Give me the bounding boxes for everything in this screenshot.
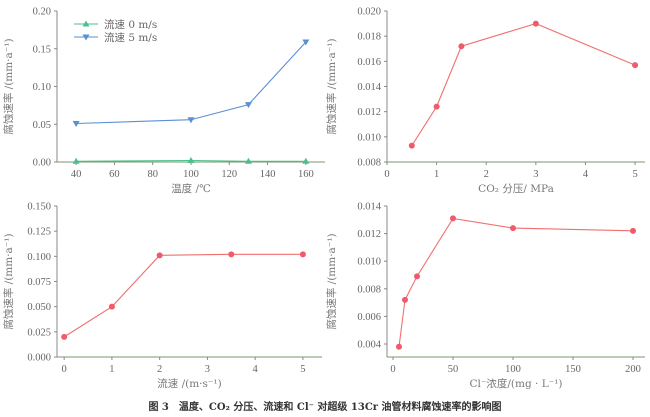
data-point <box>72 120 80 127</box>
y-tick-label: 0.150 <box>27 202 51 213</box>
x-tick-label: 0 <box>62 364 67 375</box>
x-tick-label: 5 <box>632 169 637 180</box>
chart-panel-2: 0.008 0.010 0.012 0.014 0.016 0.018 0.020 0 1 2 3 4… <box>325 7 645 195</box>
data-point <box>632 62 639 69</box>
data-point <box>244 102 252 109</box>
y-tick-label: 0.012 <box>357 107 381 118</box>
legend-item: 流速 5 m/s <box>74 31 157 44</box>
y-tick-label: 0.050 <box>27 302 51 313</box>
legend-label: 流速 5 m/s <box>104 31 157 44</box>
x-tick-label: 0 <box>390 364 395 375</box>
x-tick-label: 50 <box>448 364 459 375</box>
y-tick-label: 0.075 <box>27 277 51 288</box>
y-tick-label: 0.008 <box>357 158 381 169</box>
x-tick-label: 100 <box>505 364 521 375</box>
y-tick-label: 0.010 <box>357 257 381 268</box>
chart-panel-4: 0.004 0.006 0.008 0.010 0.012 0.014 0 50 100 150 2… <box>325 202 645 390</box>
legend-marker <box>82 34 90 41</box>
legend-marker <box>82 20 90 27</box>
series-line <box>76 159 306 162</box>
y-tick-label: 0.008 <box>357 284 381 295</box>
data-point <box>396 343 402 350</box>
y-tick-label: 0.125 <box>27 227 51 238</box>
x-tick-label: 150 <box>565 364 581 375</box>
x-tick-label: 120 <box>221 169 237 180</box>
x-tick-label: 200 <box>625 364 641 375</box>
data-point <box>402 296 408 303</box>
data-point <box>299 251 306 258</box>
data-point <box>532 20 539 27</box>
x-tick-label: 80 <box>147 169 158 180</box>
y-tick-label: 0.15 <box>33 44 51 55</box>
chart-panel-3: 0.000 0.025 0.050 0.075 0.100 0.125 0.150 0 1 2 3 4… <box>2 202 322 390</box>
data-point <box>510 225 516 232</box>
x-tick-label: 3 <box>533 169 538 180</box>
data-point <box>302 157 310 164</box>
y-tick-label: 0.006 <box>357 312 381 323</box>
figure-caption: 图 3 温度、CO₂ 分压、流速和 Cl⁻ 对超级 13Cr 油管材料腐蚀速率的… <box>148 400 501 413</box>
data-point <box>187 117 195 124</box>
data-point <box>630 227 636 234</box>
y-tick-label: 0.05 <box>33 120 51 131</box>
x-tick-label: 160 <box>298 169 314 180</box>
data-point <box>408 142 415 149</box>
x-axis-label: 温度 /℃ <box>171 182 211 195</box>
data-point <box>458 43 465 50</box>
y-tick-label: 0.025 <box>27 327 51 338</box>
y-tick-label: 0.020 <box>357 7 381 18</box>
y-tick-label: 0.012 <box>357 229 381 240</box>
data-point <box>187 156 195 163</box>
y-axis-label: 腐蚀速率 /(mm·a⁻¹) <box>325 38 338 134</box>
y-tick-label: 0.004 <box>357 340 381 351</box>
y-tick-label: 0.010 <box>357 132 381 143</box>
y-tick-label: 0.10 <box>33 82 51 93</box>
x-tick-label: 3 <box>205 364 210 375</box>
x-axis-label: CO₂ 分压/ MPa <box>478 183 554 195</box>
x-tick-label: 1 <box>434 169 439 180</box>
series-line <box>76 41 307 125</box>
y-tick-label: 0.000 <box>27 353 51 364</box>
data-point <box>450 215 456 222</box>
chart-panel-1: 0.00 0.05 0.10 0.15 0.20 40 60 80 100 120 140 160 温度… <box>2 7 325 195</box>
legend-label: 流速 0 m/s <box>104 18 157 31</box>
x-tick-label: 4 <box>583 169 589 180</box>
series-line <box>63 253 303 338</box>
data-point <box>433 103 440 110</box>
x-tick-label: 4 <box>253 364 259 375</box>
data-point <box>414 273 420 280</box>
data-point <box>244 157 252 164</box>
y-tick-label: 0.018 <box>357 32 381 43</box>
x-tick-label: 100 <box>183 169 199 180</box>
y-tick-label: 0.100 <box>27 252 51 263</box>
y-tick-label: 0.00 <box>33 158 51 169</box>
x-tick-label: 2 <box>484 169 489 180</box>
x-axis-label: Cl⁻浓度/(mg · L⁻¹) <box>469 377 562 390</box>
x-tick-label: 0 <box>384 169 389 180</box>
y-axis-label: 腐蚀速率 /(mm·a⁻¹) <box>325 233 338 329</box>
y-tick-label: 0.014 <box>357 202 381 213</box>
x-tick-label: 2 <box>157 364 162 375</box>
x-axis-label: 流速 /(m·s⁻¹) <box>157 377 222 390</box>
x-tick-label: 40 <box>71 169 82 180</box>
x-tick-label: 1 <box>109 364 114 375</box>
y-tick-label: 0.014 <box>357 82 381 93</box>
x-tick-label: 5 <box>300 364 305 375</box>
y-axis-label: 腐蚀速率 /(mm·a⁻¹) <box>2 38 15 134</box>
x-tick-label: 60 <box>109 169 120 180</box>
data-point <box>72 157 80 164</box>
x-tick-label: 140 <box>260 169 276 180</box>
data-point <box>302 39 310 46</box>
y-tick-label: 0.016 <box>357 57 381 68</box>
data-point <box>156 252 163 259</box>
data-point <box>228 251 235 258</box>
legend-item: 流速 0 m/s <box>74 18 157 31</box>
data-point <box>61 333 68 340</box>
series-line <box>411 22 636 146</box>
y-axis-label: 腐蚀速率 /(mm·a⁻¹) <box>2 233 15 329</box>
series-line <box>398 217 634 347</box>
y-tick-label: 0.20 <box>33 7 51 18</box>
data-point <box>108 303 115 310</box>
